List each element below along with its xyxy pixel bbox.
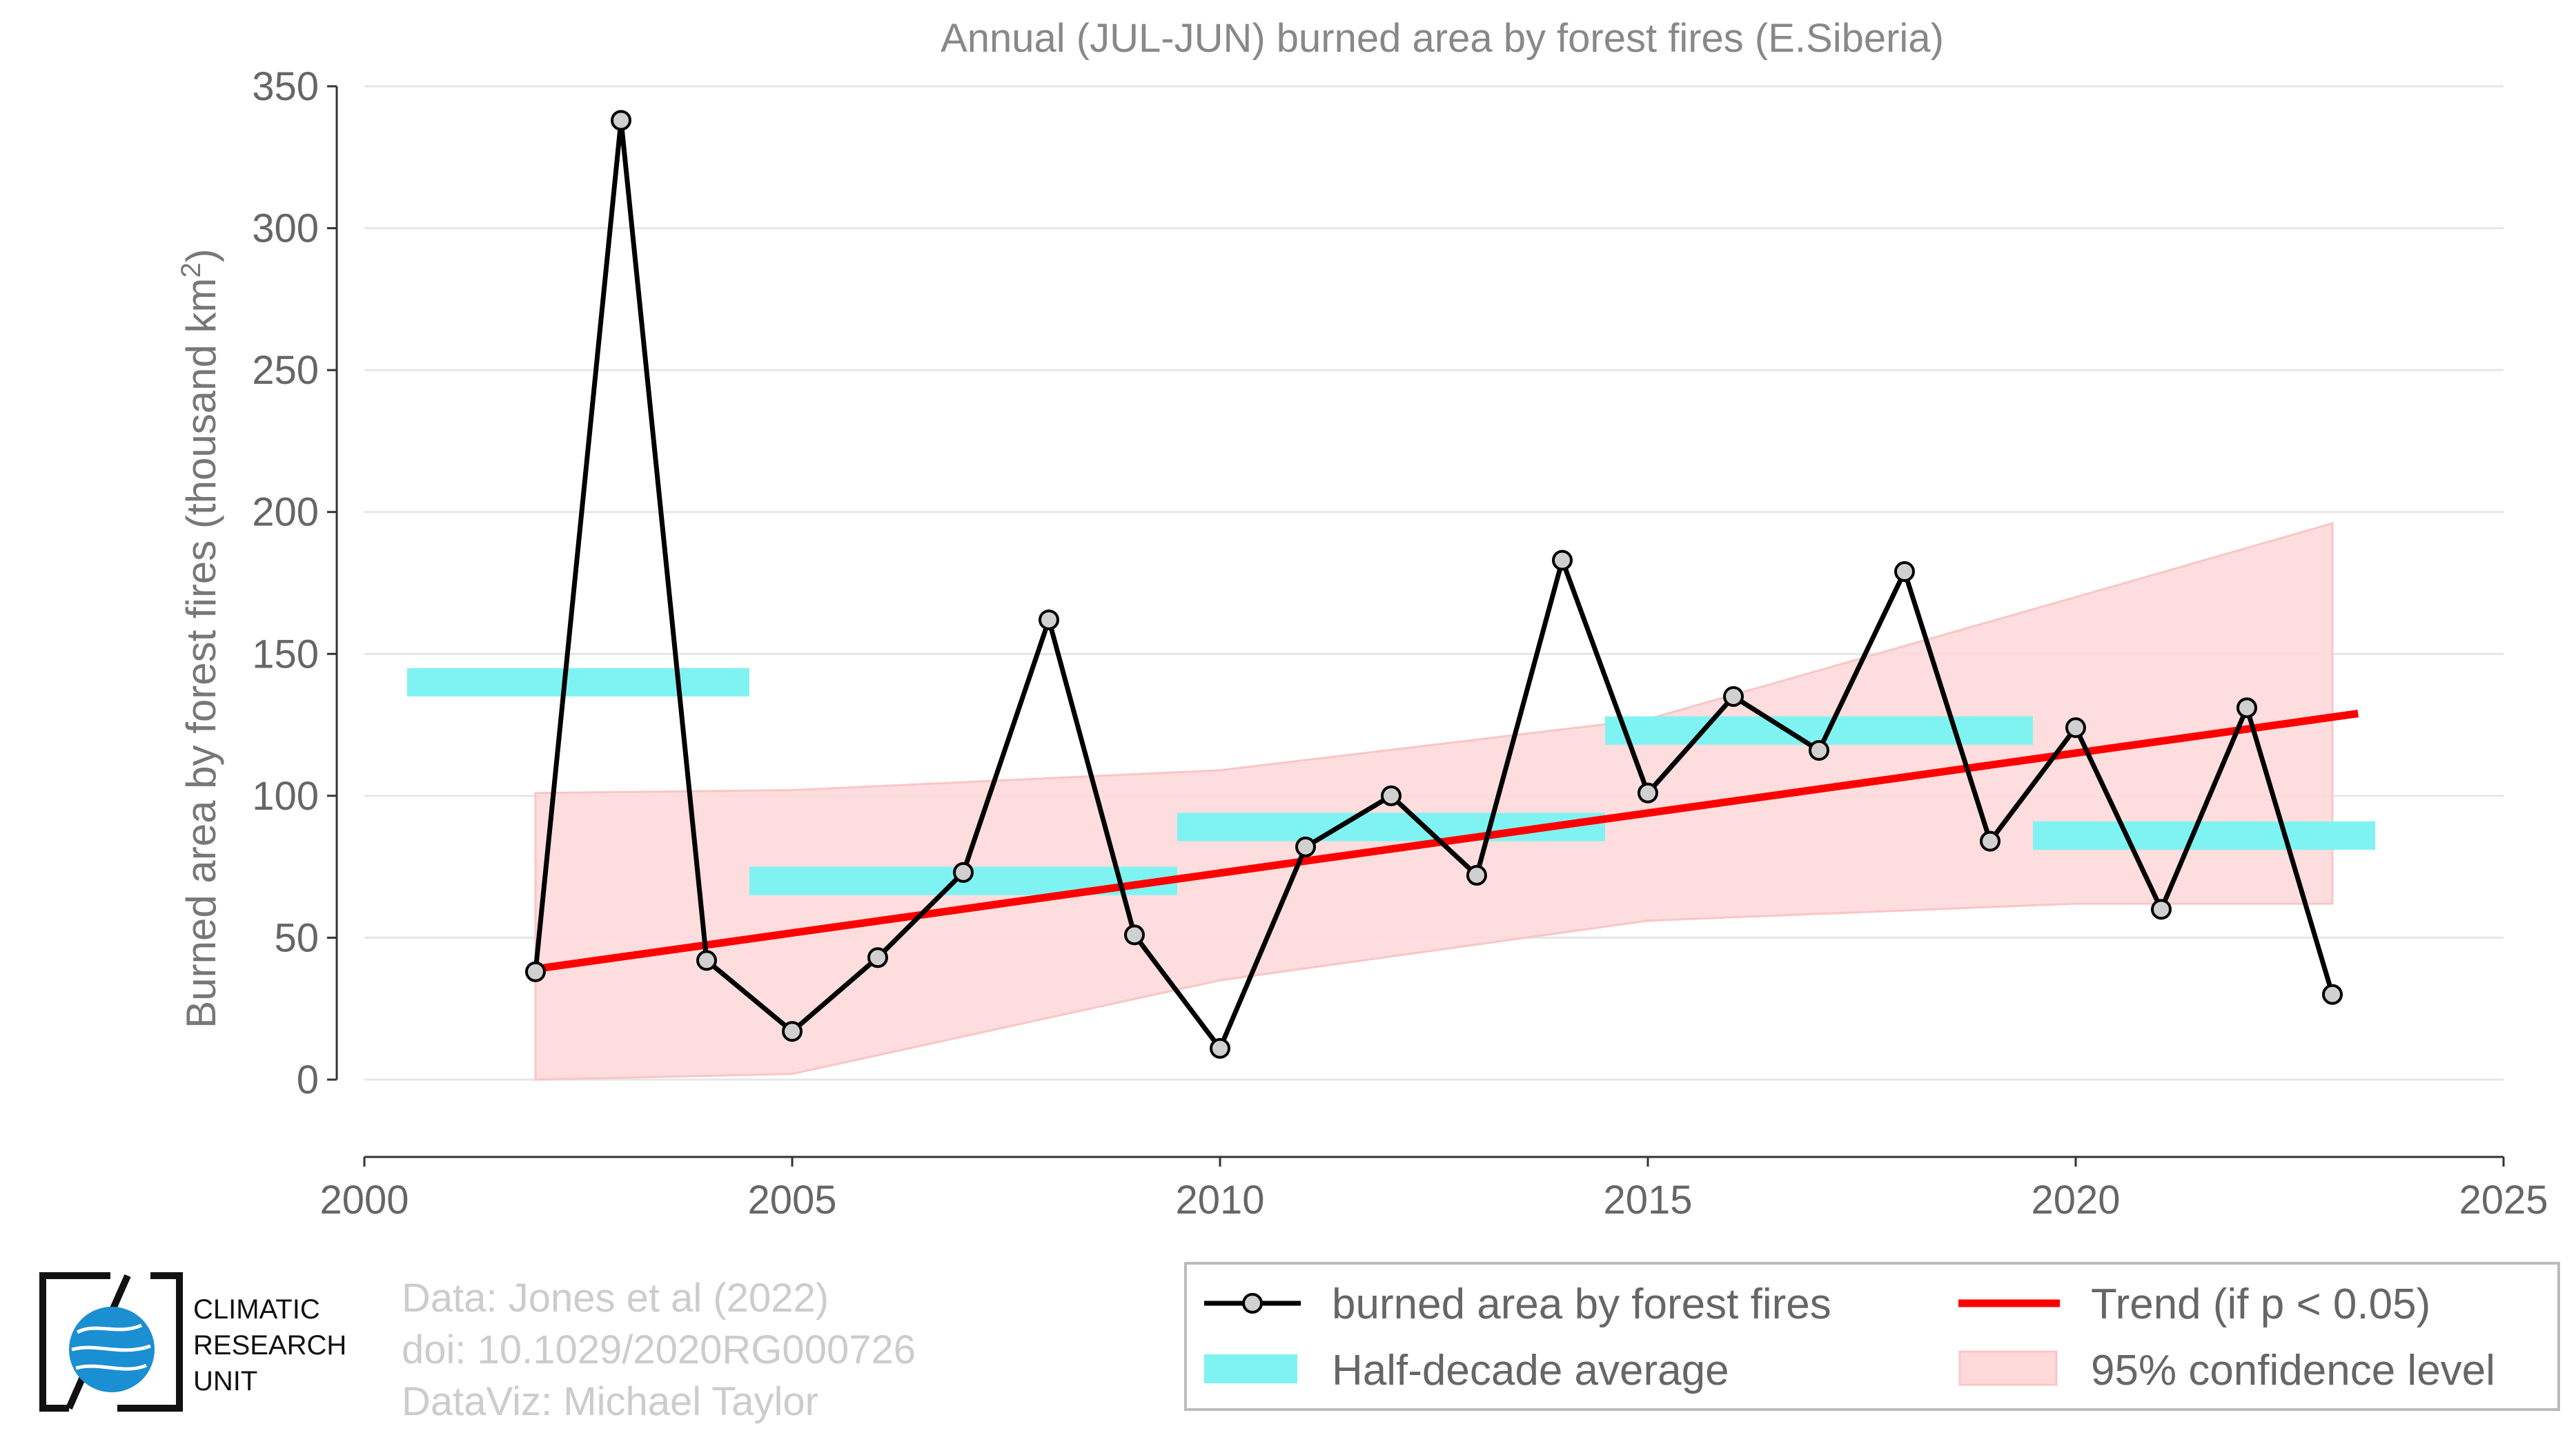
x-axis: 2000 2005 2010 2015 2020 2025 [319,1156,2548,1223]
data-point-2019 [1980,830,2000,852]
x-tick-label-2025: 2025 [2459,1178,2548,1223]
data-point-2008 [1039,609,1059,630]
y-tick-label-0: 0 [297,1058,319,1102]
credit-doi: doi: 10.1029/2020RG000726 [402,1327,916,1372]
y-tick-label-50: 50 [274,915,319,960]
y-tick-label-150: 150 [252,632,319,676]
legend-label-half-decade: Half-decade average [1332,1347,1729,1394]
data-point-2021 [2151,899,2172,920]
logo-frame-icon [39,1272,110,1412]
legend-label-trend: Trend (if p < 0.05) [2091,1280,2430,1328]
data-point-2013 [1466,864,1487,886]
data-point-2018 [1894,561,1915,583]
logo-frame-icon-right [117,1272,183,1412]
data-point-2005 [782,1021,803,1042]
y-tick-label-300: 300 [252,206,319,251]
x-tick-label-2015: 2015 [1603,1178,1692,1223]
data-point-2009 [1124,924,1145,946]
y-axis-title-superscript: 2 [176,262,206,277]
data-point-2014 [1552,549,1573,571]
credit-dataviz: DataViz: Michael Taylor [402,1379,818,1424]
x-tick-label-2020: 2020 [2031,1178,2120,1223]
legend-label-series: burned area by forest fires [1332,1280,1831,1328]
data-point-2004 [696,950,717,971]
data-point-2011 [1295,836,1316,857]
data-point-2022 [2236,697,2257,719]
data-point-2006 [867,947,888,968]
y-axis-title: Burned area by forest fires (thousand km… [176,249,224,1028]
globe-swirl-icon [71,1323,151,1371]
logo-text-unit: UNIT [193,1366,257,1396]
data-point-2023 [2322,984,2343,1005]
x-tick-label-2005: 2005 [747,1178,836,1223]
data-point-2002 [525,961,546,982]
logo-text-climatic: CLIMATIC [193,1294,320,1325]
data-point-2015 [1638,782,1658,804]
x-tick-label-2000: 2000 [319,1178,409,1223]
legend-swatch-confidence [1958,1350,2058,1386]
credit-data: Data: Jones et al (2022) [402,1276,829,1321]
legend-box [1184,1262,2560,1411]
y-tick-label-250: 250 [252,348,319,393]
data-point-2020 [2065,717,2086,739]
data-point-2016 [1723,685,1744,707]
legend-swatch-half-decade [1204,1354,1297,1383]
half-decade-bar-0 [407,668,749,697]
data-point-2003 [611,110,631,131]
logo-text-research: RESEARCH [193,1330,346,1361]
data-point-2007 [953,861,974,883]
confidence-band [534,522,2334,1081]
y-axis: 0 50 100 150 200 250 300 350 [252,64,338,1102]
y-tick-label-200: 200 [252,490,319,535]
legend-label-confidence: 95% confidence level [2091,1347,2495,1394]
y-tick-label-100: 100 [252,774,319,819]
legend-swatch-series-marker [1242,1293,1263,1314]
data-point-2017 [1809,740,1829,761]
y-axis-title-main: Burned area by forest fires (thousand km [178,278,224,1029]
chart-title: Annual (JUL-JUN) burned area by forest f… [941,16,1944,61]
series-layer [525,110,2343,1059]
data-point-2012 [1381,785,1402,806]
confidence-band-layer [534,522,2334,1081]
half-decade-bar-3 [1605,716,2033,745]
legend: burned area by forest fires Half-decade … [1184,1262,2560,1411]
y-axis-title-end: ) [178,249,224,262]
cru-logo: CLIMATIC RESEARCH UNIT [39,1272,346,1412]
series-line-0 [533,119,2335,1053]
x-tick-label-2010: 2010 [1175,1178,1264,1223]
y-tick-label-350: 350 [252,64,319,109]
half-decade-bar-4 [2033,821,2375,850]
data-point-2010 [1210,1038,1230,1059]
